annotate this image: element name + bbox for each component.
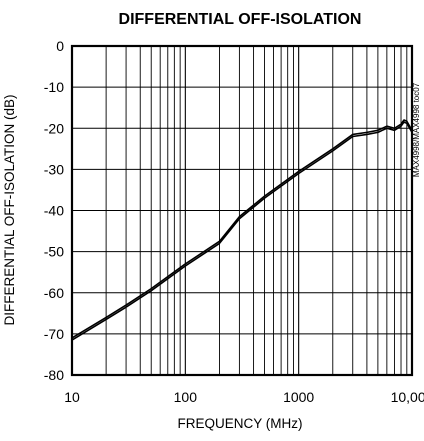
x-tick-labels: 10 100 1000 10,000 [64,389,424,405]
grid-layer [72,46,412,375]
series-layer [71,119,413,341]
y-axis-label: DIFFERENTIAL OFF-ISOLATION (dB) [2,94,17,325]
y-tick-label: -20 [44,120,64,136]
x-axis-label: FREQUENCY (MHz) [177,416,302,431]
series-line-1 [71,121,413,341]
y-tick-label: -30 [44,161,64,177]
x-tick-label: 100 [174,389,198,405]
x-tick-label: 1000 [283,389,314,405]
y-tick-label: -70 [44,326,64,342]
y-tick-label: -10 [44,79,64,95]
y-tick-label: 0 [56,38,64,54]
y-tick-label: -40 [44,203,64,219]
chart-title: DIFFERENTIAL OFF-ISOLATION [119,11,362,28]
y-tick-label: -80 [44,367,64,383]
y-tick-label: -60 [44,285,64,301]
y-tick-label: -50 [44,244,64,260]
x-tick-label: 10,000 [391,389,424,405]
y-tick-labels: 0 -10 -20 -30 -40 -50 -60 -70 -80 [44,38,64,383]
plot-frame [70,44,414,377]
series-line-2 [71,119,413,339]
x-tick-label: 10 [64,389,80,405]
figure-id-label: MAX4998/MAX4998 toc07 [412,82,421,177]
